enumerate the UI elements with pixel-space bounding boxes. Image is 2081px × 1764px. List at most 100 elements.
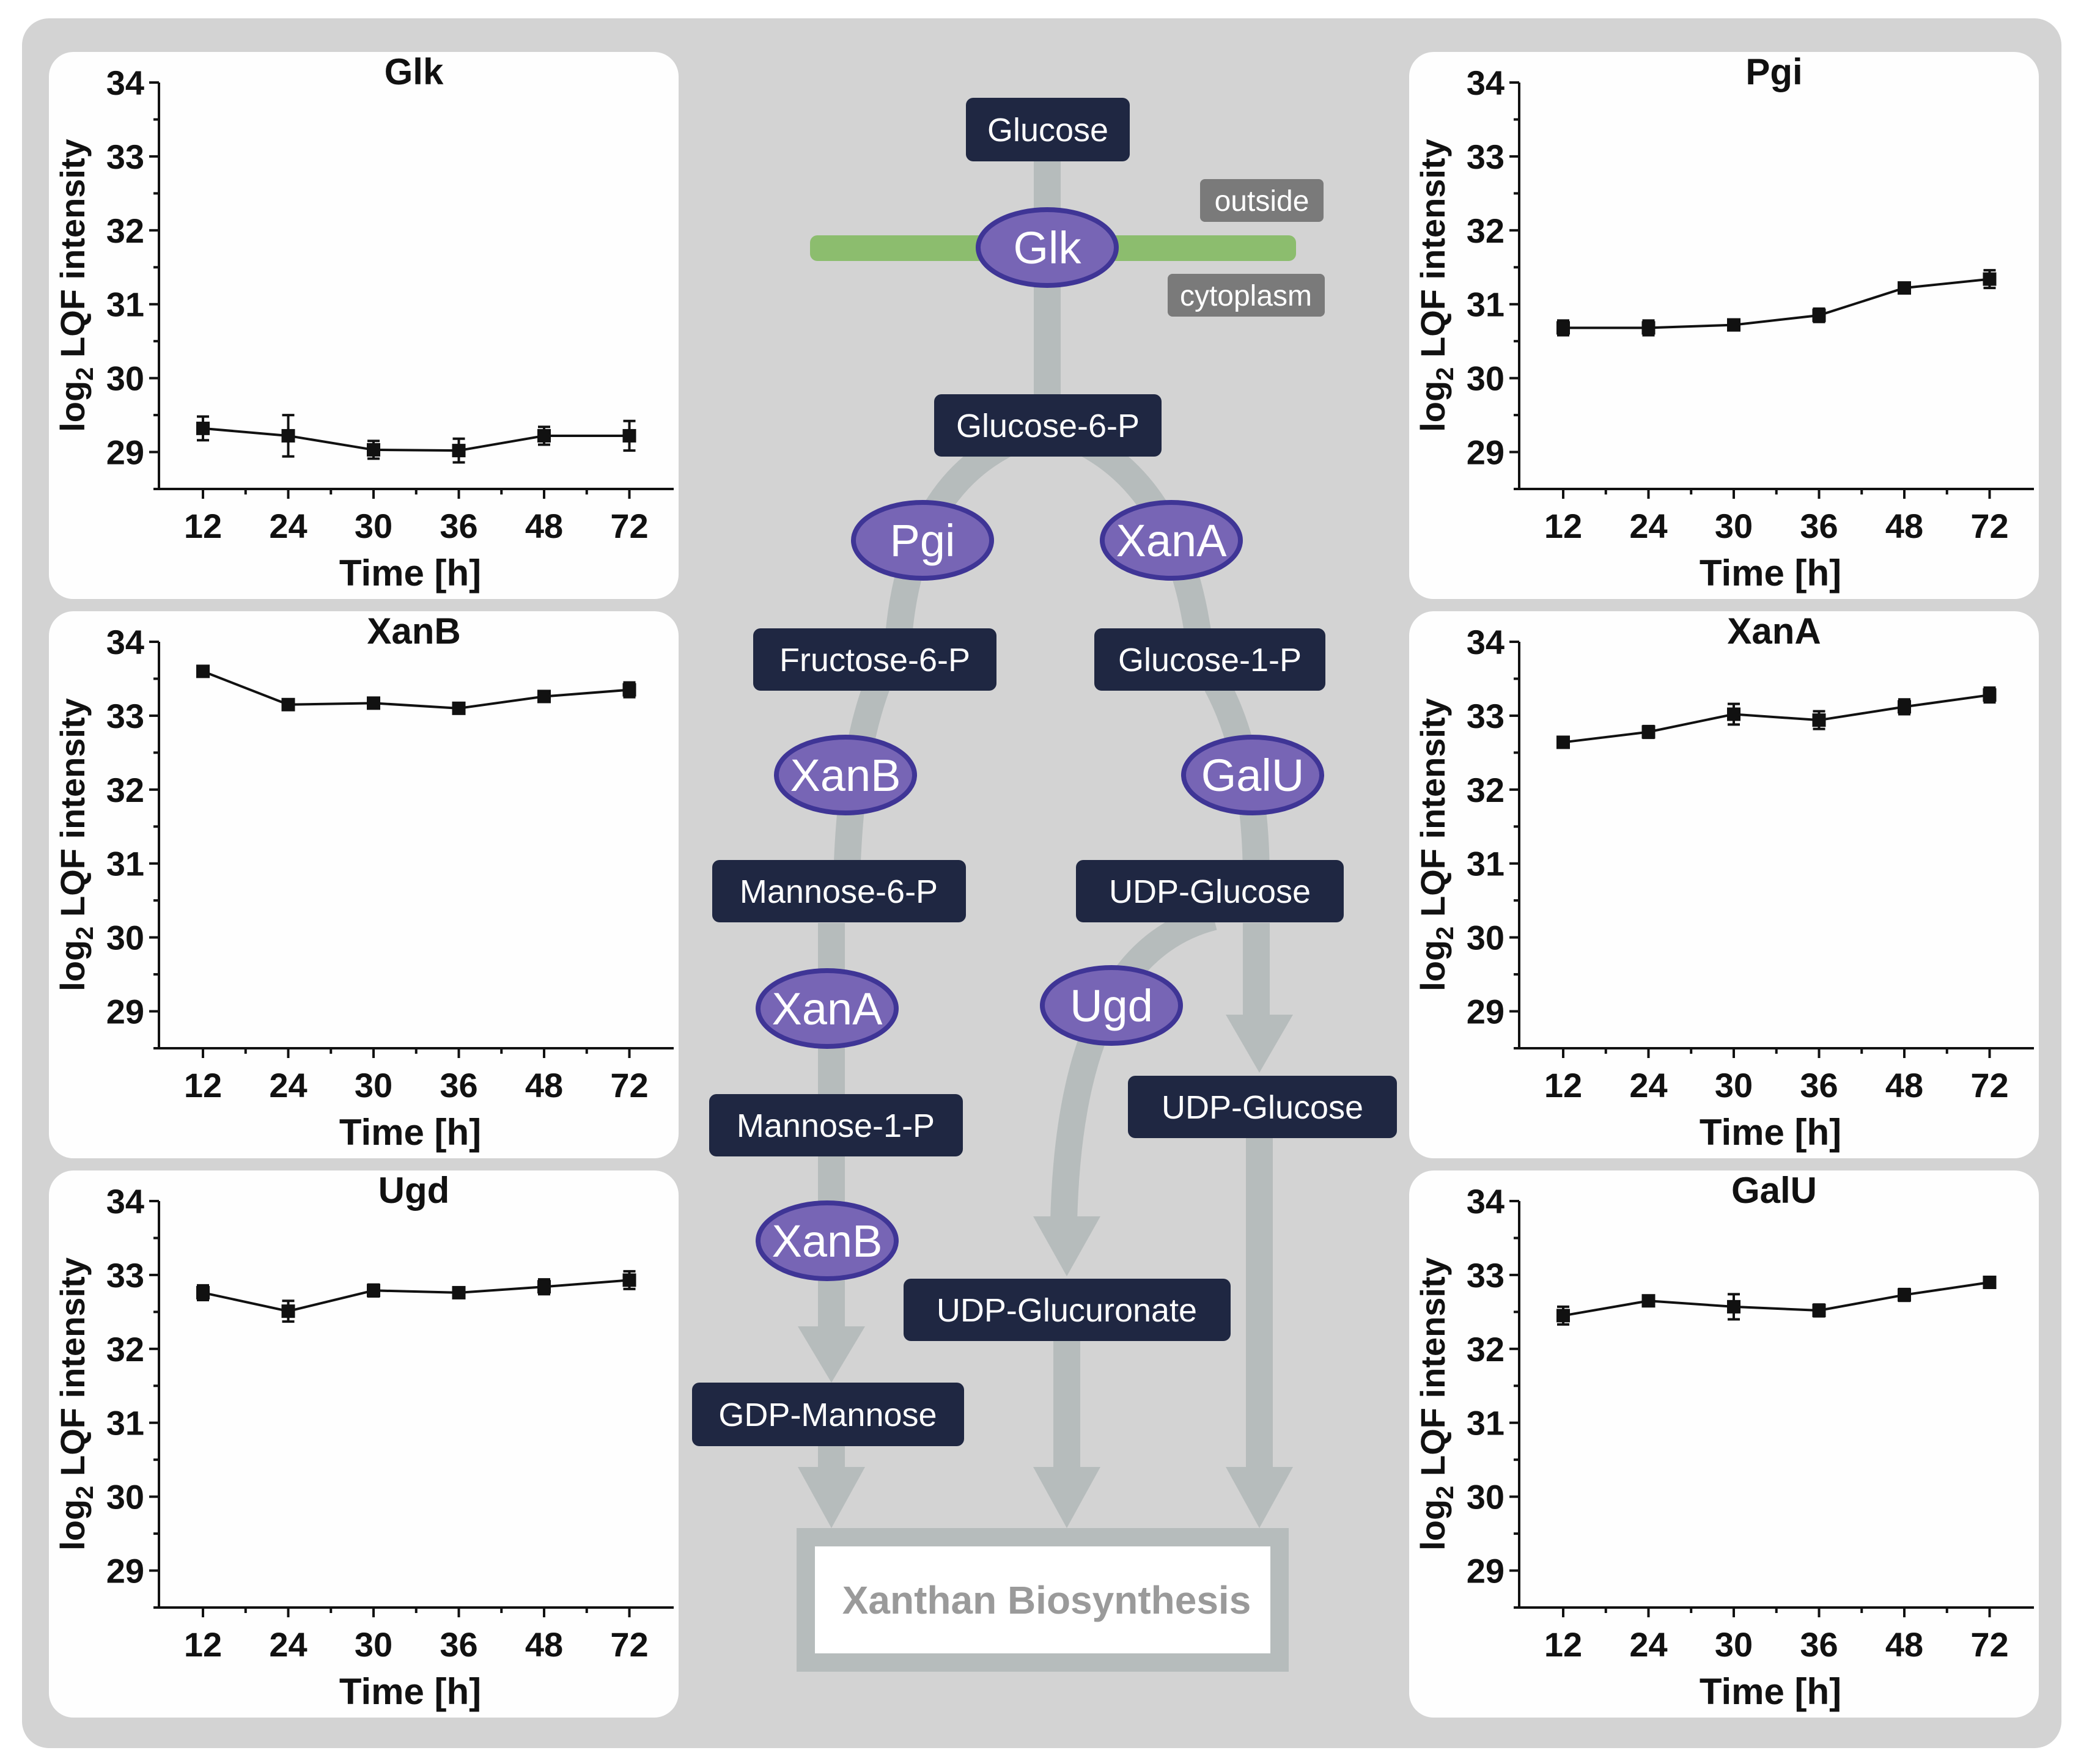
y-tick-label: 33 <box>106 697 144 735</box>
y-axis-label-main: log <box>53 1499 92 1551</box>
y-tick-label: 30 <box>106 1478 144 1516</box>
y-tick-label: 30 <box>1467 919 1505 957</box>
series-line <box>202 1279 630 1313</box>
y-axis-label-main: log <box>1413 940 1452 991</box>
data-point <box>537 689 551 704</box>
y-tick-label: 32 <box>1467 211 1505 250</box>
x-tick-label: 36 <box>440 1625 477 1664</box>
chart-title: Pgi <box>1745 51 1802 92</box>
metabolite-gdp-mannose-label: GDP-Mannose <box>718 1397 937 1433</box>
metabolite-gdp-mannose: GDP-Mannose <box>692 1383 964 1446</box>
enzyme-xana-left-label: XanA <box>772 983 883 1034</box>
x-tick-label: 72 <box>1970 1066 2008 1104</box>
data-point <box>537 428 551 443</box>
y-tick-label: 32 <box>106 771 144 809</box>
x-tick-label: 24 <box>1629 1625 1667 1664</box>
x-tick-label: 72 <box>610 1625 648 1664</box>
y-tick-label: 32 <box>106 211 144 250</box>
chart-background <box>49 52 679 599</box>
location-outside: outside <box>1200 179 1324 222</box>
x-tick-label: 36 <box>440 507 477 545</box>
data-point <box>1641 725 1656 739</box>
enzyme-galu: GalU <box>1181 735 1324 815</box>
x-tick-label: 48 <box>525 507 563 545</box>
metabolite-fructose-6-p-label: Fructose-6-P <box>779 642 970 678</box>
y-tick-label: 29 <box>106 1552 144 1590</box>
x-tick-label: 24 <box>269 1625 307 1664</box>
x-tick-label: 12 <box>184 1066 222 1104</box>
metabolite-glucose-6-p: Glucose-6-P <box>934 394 1162 457</box>
y-axis-label-rest: LQF intensity <box>1413 1257 1452 1485</box>
arrowhead-gdpmannose <box>798 1326 865 1383</box>
x-axis-label: Time [h] <box>339 1671 481 1712</box>
x-tick-label: 48 <box>525 1066 563 1104</box>
x-tick-label: 12 <box>184 507 222 545</box>
location-outside-label: outside <box>1215 185 1309 218</box>
y-tick-label: 34 <box>106 623 144 661</box>
data-point <box>1641 1294 1656 1308</box>
chart-panel-pgi: Pgi 29 30 31 32 33 34 12 24 30 36 48 72 Time [h] log2 … <box>1409 51 2039 599</box>
data-point <box>367 443 380 457</box>
x-axis-label: Time [h] <box>339 1112 481 1153</box>
y-tick-label: 31 <box>106 845 144 883</box>
data-point <box>1898 1288 1911 1302</box>
x-tick-label: 30 <box>355 507 392 545</box>
chart-background <box>49 611 679 1158</box>
product-xanthan-biosynthesis: Xanthan Biosynthesis <box>797 1528 1289 1672</box>
data-point <box>1641 321 1656 335</box>
data-point <box>1556 735 1570 749</box>
y-axis-label-subscript: 2 <box>72 927 98 940</box>
x-axis-label: Time [h] <box>339 553 481 594</box>
x-tick-label: 24 <box>269 507 307 545</box>
pathway-diagram: outside cytoplasm Glucose Glucose-6-P Fr… <box>692 98 1397 1672</box>
x-axis-label: Time [h] <box>1700 553 1841 594</box>
y-tick-label: 30 <box>1467 1478 1505 1516</box>
x-tick-label: 30 <box>1715 1625 1753 1664</box>
x-tick-label: 30 <box>1715 507 1753 545</box>
metabolite-udp-glucuronate-label: UDP-Glucuronate <box>937 1292 1197 1329</box>
data-point <box>1727 318 1740 332</box>
data-point <box>452 1285 466 1299</box>
data-point <box>1812 308 1826 322</box>
y-tick-label: 34 <box>1467 623 1505 661</box>
data-point <box>1812 713 1826 727</box>
y-axis-label-subscript: 2 <box>72 1486 98 1499</box>
y-tick-label: 30 <box>106 919 144 957</box>
enzyme-ugd: Ugd <box>1040 965 1183 1046</box>
data-point <box>537 1280 551 1294</box>
y-tick-label: 33 <box>1467 1256 1505 1295</box>
x-tick-label: 72 <box>1970 507 2008 545</box>
x-tick-label: 72 <box>610 507 648 545</box>
y-tick-label: 31 <box>106 285 144 324</box>
x-tick-label: 36 <box>1800 507 1838 545</box>
chart-panel-xana: XanA 29 30 31 32 33 34 12 24 30 36 48 72 Time [h] log2… <box>1409 611 2039 1158</box>
enzyme-galu-label: GalU <box>1201 750 1305 801</box>
metabolite-mannose-6-p: Mannose-6-P <box>712 860 966 922</box>
product-label: Xanthan Biosynthesis <box>842 1578 1251 1622</box>
y-axis-label: log2 LQF intensity <box>53 1257 98 1551</box>
y-axis-label-subscript: 2 <box>1432 1486 1459 1499</box>
data-point <box>1727 1299 1740 1314</box>
data-point <box>1727 707 1740 721</box>
x-axis-label: Time [h] <box>1700 1671 1841 1712</box>
chart-title: GalU <box>1731 1170 1817 1211</box>
x-axis-label: Time [h] <box>1700 1112 1841 1153</box>
x-tick-label: 24 <box>1629 507 1667 545</box>
data-point <box>452 444 466 458</box>
chart-title: XanB <box>367 611 460 652</box>
y-axis-label-main: log <box>53 940 92 991</box>
y-tick-label: 32 <box>1467 771 1505 809</box>
metabolite-glucose: Glucose <box>966 98 1130 161</box>
data-point <box>196 664 210 678</box>
y-tick-label: 34 <box>1467 1182 1505 1221</box>
y-tick-label: 34 <box>106 64 144 102</box>
metabolite-udp-glucose-1-label: UDP-Glucose <box>1109 873 1311 910</box>
x-tick-label: 36 <box>1800 1066 1838 1104</box>
arrow-heads <box>798 1015 1293 1528</box>
y-axis-label-main: log <box>1413 381 1452 432</box>
y-axis-label-rest: LQF intensity <box>1413 698 1452 926</box>
y-tick-label: 31 <box>1467 1404 1505 1442</box>
data-point <box>196 1285 210 1299</box>
data-point <box>1898 700 1911 714</box>
enzyme-xana-left: XanA <box>756 968 899 1049</box>
